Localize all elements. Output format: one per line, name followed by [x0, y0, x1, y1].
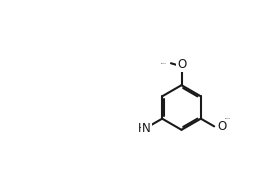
Text: methyl1: methyl1: [161, 63, 167, 64]
Text: O: O: [217, 120, 227, 133]
Text: O: O: [177, 58, 186, 71]
Text: N: N: [142, 122, 151, 135]
Text: methyl5: methyl5: [225, 118, 231, 119]
Text: H: H: [138, 122, 146, 135]
